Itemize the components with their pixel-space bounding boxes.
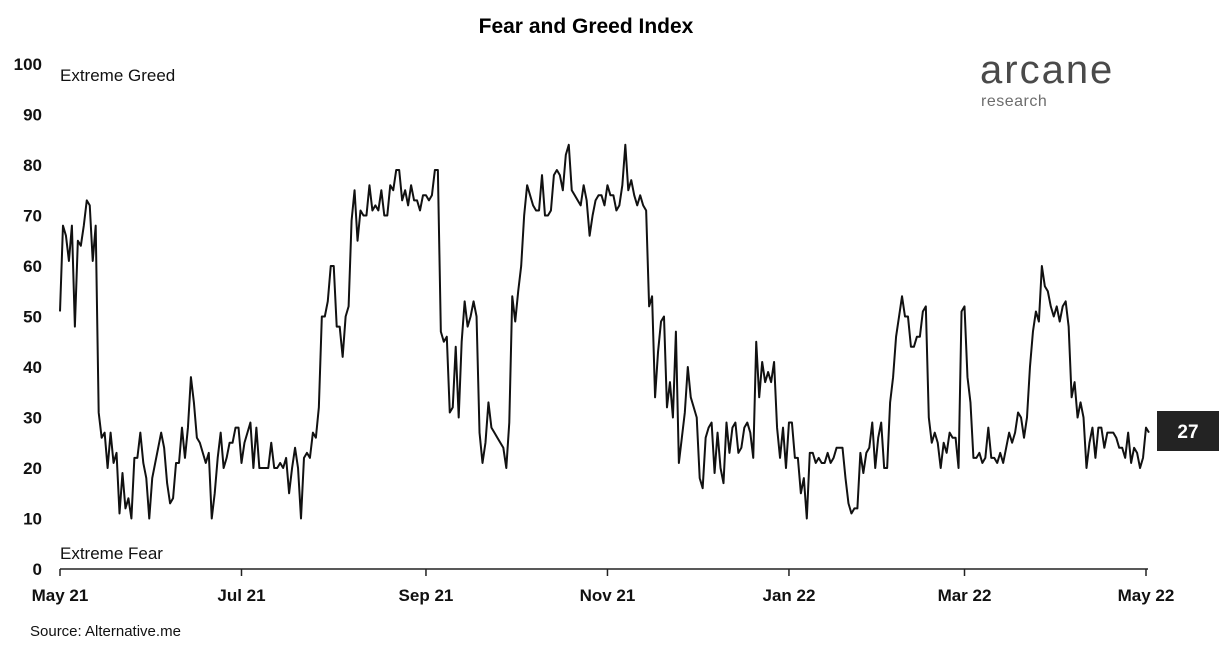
last-value-text: 27 <box>1177 422 1198 443</box>
last-value-badge: 27 <box>1157 411 1219 451</box>
series-line <box>59 143 1150 520</box>
extreme-fear-label: Extreme Fear <box>60 544 163 563</box>
series-group <box>59 143 1150 520</box>
y-tick-label: 80 <box>23 156 42 175</box>
logo-subtext: research <box>981 93 1047 110</box>
y-axis-ticks: 0 10 20 30 40 50 60 70 80 90 100 <box>14 55 42 579</box>
last-value-badge-bg <box>1157 411 1219 451</box>
y-tick-label: 60 <box>23 257 42 276</box>
arcane-logo: arcane research <box>980 48 1114 110</box>
y-tick-label: 0 <box>33 560 42 579</box>
x-tick-label: Mar 22 <box>938 586 992 605</box>
x-tick-label: Jan 22 <box>762 586 815 605</box>
logo-wordmark: arcane <box>980 48 1114 92</box>
chart-title: Fear and Greed Index <box>479 15 694 38</box>
x-tick-label: May 21 <box>32 586 89 605</box>
y-tick-label: 20 <box>23 459 42 478</box>
x-tick-label: May 22 <box>1118 586 1175 605</box>
y-tick-label: 100 <box>14 55 42 74</box>
y-tick-label: 50 <box>23 308 42 327</box>
y-tick-label: 30 <box>23 409 42 428</box>
extreme-greed-label: Extreme Greed <box>60 66 175 85</box>
y-tick-label: 10 <box>23 510 42 529</box>
source-note: Source: Alternative.me <box>30 623 181 640</box>
y-tick-label: 70 <box>23 207 42 226</box>
x-tick-label: Jul 21 <box>217 586 265 605</box>
x-axis-ticks: May 21 Jul 21 Sep 21 Nov 21 Jan 22 Mar 22 May … <box>32 569 1175 605</box>
x-tick-label: Sep 21 <box>399 586 454 605</box>
x-tick-label: Nov 21 <box>580 586 636 605</box>
y-tick-label: 40 <box>23 358 42 377</box>
y-tick-label: 90 <box>23 106 42 125</box>
